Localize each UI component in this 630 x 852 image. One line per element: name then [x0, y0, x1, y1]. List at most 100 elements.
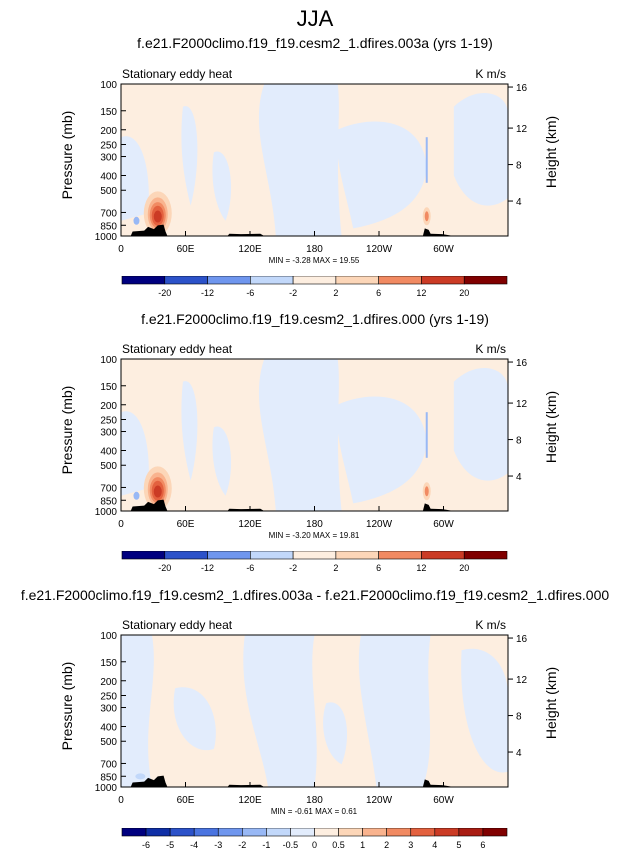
- colorbar-box: [410, 828, 436, 837]
- x-tick-label: 180: [306, 519, 323, 530]
- y-tick-label: 300: [100, 428, 117, 439]
- colorbar-box: [335, 276, 379, 285]
- y-tick-label: 700: [100, 208, 117, 219]
- y-tick-label: 1000: [95, 507, 118, 518]
- colorbar-label: 20: [459, 563, 469, 573]
- x-tick-label: 180: [306, 244, 323, 255]
- colorbar-box: [292, 551, 337, 560]
- subtitle-left: Stationary eddy heat: [122, 618, 233, 632]
- colorbar-box: [217, 828, 243, 837]
- y-tick-label: 400: [100, 723, 117, 734]
- y-tick-label: 250: [100, 415, 117, 426]
- subtitle-left: Stationary eddy heat: [122, 67, 233, 81]
- height-tick-label: 8: [516, 712, 522, 723]
- colorbar-box: [421, 276, 465, 285]
- x-tick-label: 60W: [433, 244, 454, 255]
- subtitle-left: Stationary eddy heat: [122, 342, 233, 356]
- y-tick-label: 100: [100, 631, 117, 642]
- y-tick-label: 250: [100, 691, 117, 702]
- y-tick-label: 1000: [95, 783, 118, 794]
- colorbar-box: [338, 828, 363, 837]
- colorbar-label: -12: [201, 288, 214, 298]
- colorbar-label: 1: [360, 840, 365, 850]
- colorbar-box: [121, 551, 166, 560]
- colorbar-label: -6: [246, 563, 254, 573]
- colorbar-box: [121, 276, 166, 285]
- x-tick-label: 180: [306, 795, 323, 806]
- topography: [121, 775, 508, 787]
- x-tick-label: 0: [118, 795, 124, 806]
- height-tick-label: 12: [516, 675, 528, 686]
- colorbar-box: [207, 276, 251, 285]
- colorbar-box: [434, 828, 460, 837]
- y-tick-label: 500: [100, 461, 117, 472]
- colorbar-box: [290, 828, 315, 837]
- colorbar-label: -0.5: [283, 840, 299, 850]
- colorbar-label: -20: [158, 563, 171, 573]
- x-tick-label: 0: [118, 244, 124, 255]
- colorbar-label: 2: [333, 563, 338, 573]
- colorbar-box: [378, 551, 422, 560]
- colorbar-label: -6: [142, 840, 150, 850]
- y-tick-label: 400: [100, 172, 117, 183]
- y-tick-label: 1000: [95, 232, 118, 243]
- colorbar-box: [164, 276, 208, 285]
- colorbar-box: [207, 551, 251, 560]
- y-tick-label: 500: [100, 186, 117, 197]
- y-tick-label: 300: [100, 153, 117, 164]
- y-tick-label: 100: [100, 355, 117, 366]
- colorbar-box: [266, 828, 291, 837]
- colorbar-box: [463, 551, 508, 560]
- subtitle-right: K m/s: [475, 618, 506, 632]
- x-tick-label: 120E: [238, 795, 262, 806]
- colorbar-label: -2: [289, 288, 297, 298]
- colorbar-label: -2: [238, 840, 246, 850]
- colorbar-label: -12: [201, 563, 214, 573]
- colorbar-box: [292, 276, 337, 285]
- height-tick-label: 12: [516, 399, 528, 410]
- height-tick-label: 16: [516, 358, 528, 369]
- x-tick-label: 120E: [238, 244, 262, 255]
- colorbar-label: -2: [289, 563, 297, 573]
- colorbar-box: [458, 828, 484, 837]
- colorbar-label: -1: [262, 840, 270, 850]
- y-tick-label: 100: [100, 80, 117, 91]
- colorbar-box: [463, 276, 508, 285]
- height-tick-label: 16: [516, 634, 528, 645]
- y-tick-label: 250: [100, 140, 117, 151]
- x-tick-label: 60E: [177, 795, 195, 806]
- colorbar-label: 0: [312, 840, 317, 850]
- x-tick-label: 120W: [366, 519, 393, 530]
- y-tick-label: 300: [100, 704, 117, 715]
- y-tick-label: 150: [100, 658, 117, 669]
- colorbar-box: [314, 828, 339, 837]
- y-axis-label: Pressure (mb): [59, 662, 75, 751]
- height-tick-label: 8: [516, 161, 522, 172]
- colorbar-box: [169, 828, 195, 837]
- x-tick-label: 60E: [177, 244, 195, 255]
- x-tick-label: 60E: [177, 519, 195, 530]
- x-tick-label: 120W: [366, 795, 393, 806]
- colorbar-box: [386, 828, 412, 837]
- colorbar-box: [250, 276, 294, 285]
- colorbar: -20 -12 -6 -2 2 6 12 20: [121, 276, 508, 298]
- colorbar-label: 6: [480, 840, 485, 850]
- y-tick-label: 200: [100, 677, 117, 688]
- y-tick-label: 500: [100, 737, 117, 748]
- panel-title: f.e21.F2000climo.f19_f19.cesm2_1.dfires.…: [20, 587, 610, 603]
- colorbar-label: -5: [166, 840, 174, 850]
- y-tick-label: 850: [100, 772, 117, 783]
- y-tick-label: 150: [100, 107, 117, 118]
- colorbar-label: 3: [408, 840, 413, 850]
- height-tick-label: 12: [516, 124, 528, 135]
- panel-title: f.e21.F2000climo.f19_f19.cesm2_1.dfires.…: [137, 35, 493, 51]
- min-max-label: MIN = -3.28 MAX = 19.55: [269, 256, 360, 265]
- colorbar: -6 -5 -4 -3 -2 -1 -0.5 0 0.5 1 2 3 4 5 6: [121, 828, 508, 850]
- y-tick-label: 400: [100, 447, 117, 458]
- y-axis-label: Pressure (mb): [59, 111, 75, 200]
- colorbar-label: 5: [456, 840, 461, 850]
- colorbar-box: [145, 828, 171, 837]
- colorbar-box: [335, 551, 379, 560]
- min-max-label: MIN = -0.61 MAX = 0.61: [271, 807, 358, 816]
- height-tick-label: 4: [516, 197, 522, 208]
